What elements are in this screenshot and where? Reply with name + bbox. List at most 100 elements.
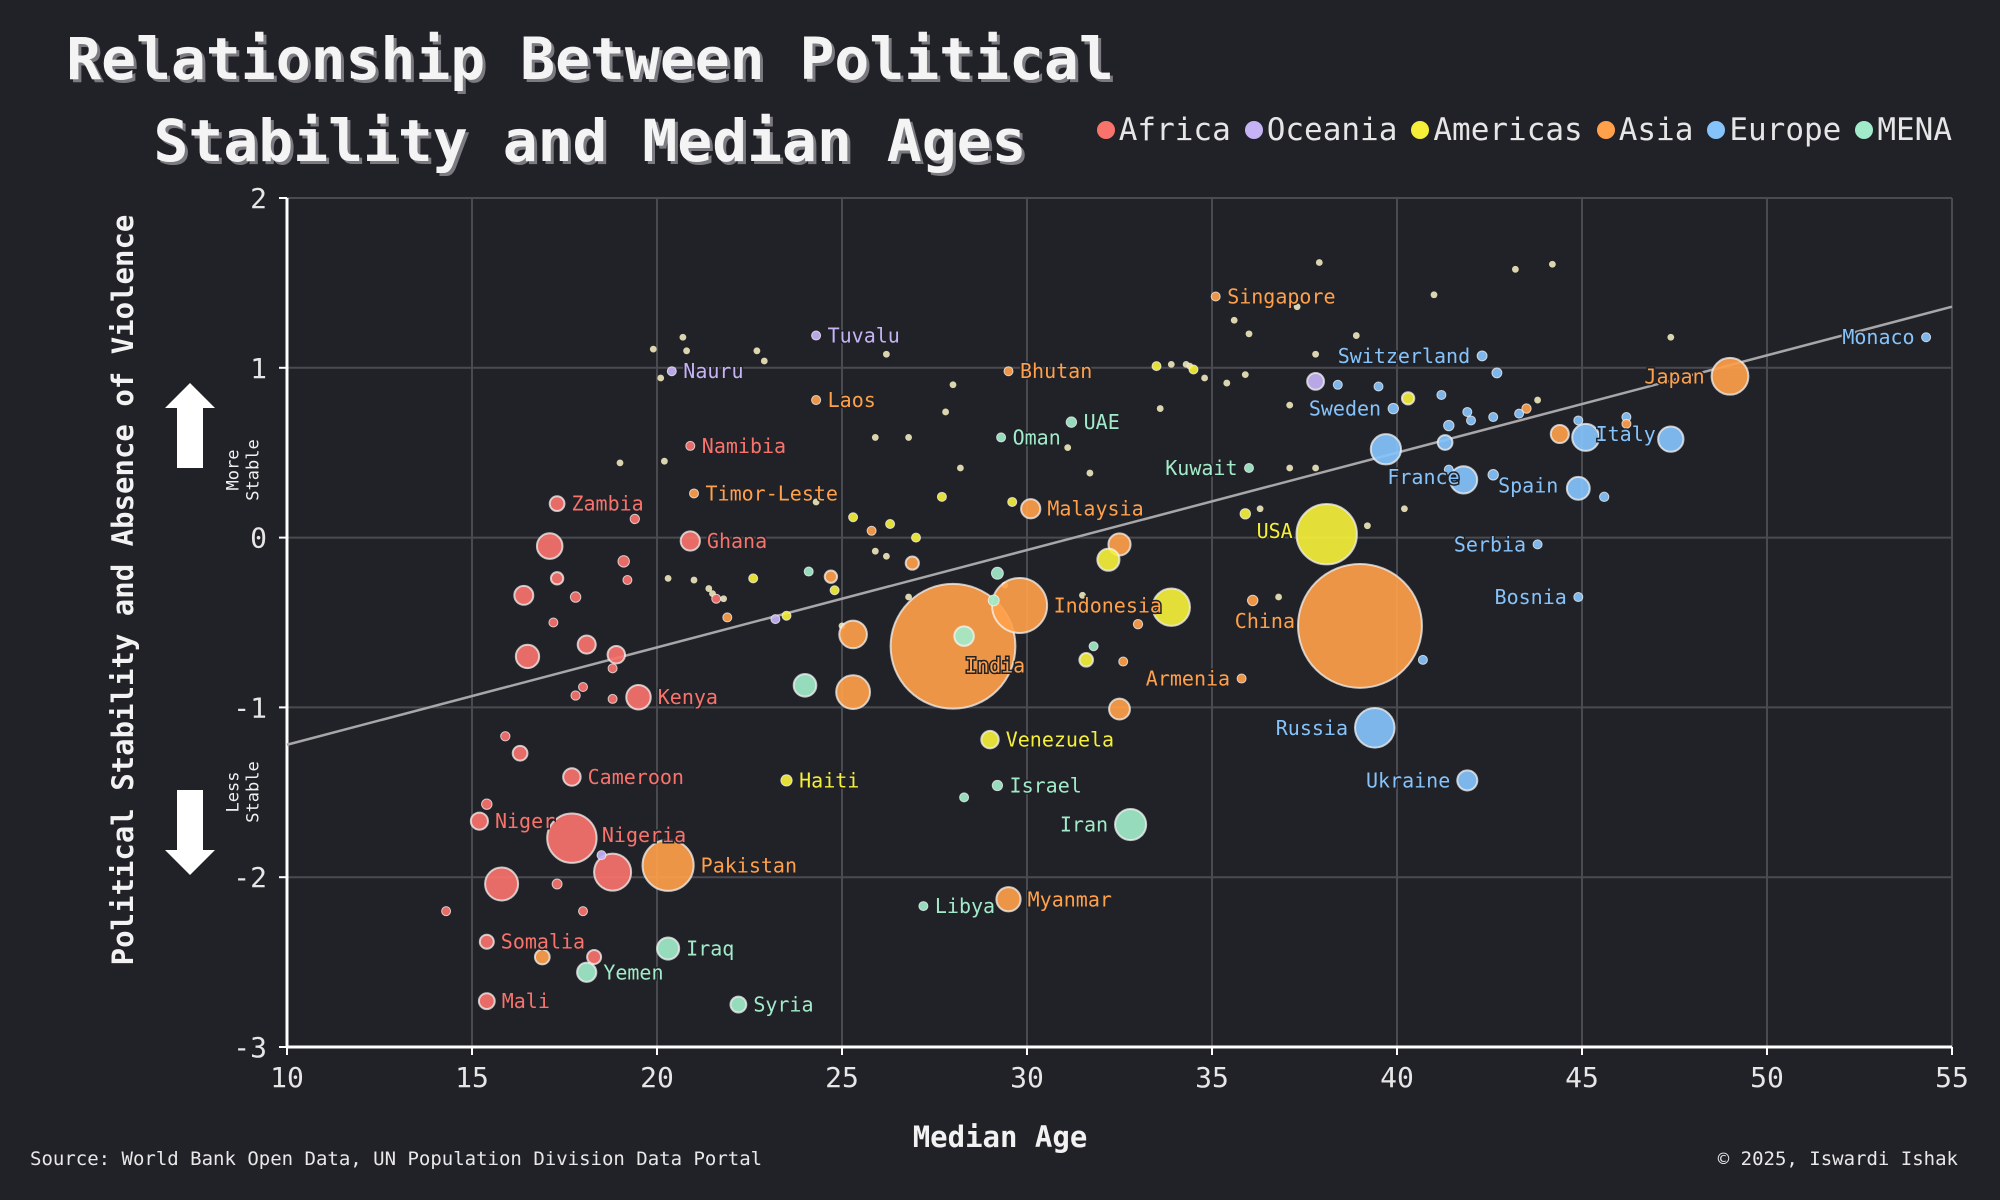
bubble-singapore [1210,291,1221,302]
bubble-africa [570,690,581,701]
small-country-dot [1079,591,1086,599]
bubble-africa [711,593,722,604]
less-stable-annotation: Less Stable [224,761,264,822]
bubble-yemen [576,961,598,983]
bubble-asia [1549,423,1570,445]
small-country-dot [1401,505,1408,513]
bubble-haiti [780,774,793,787]
bubble-uae [1065,416,1078,428]
bubble-asia [533,948,551,966]
country-label-ukraine: Ukraine [1366,768,1450,792]
small-country-dot [1182,361,1190,368]
bubble-asia [1118,656,1129,667]
bubble-asia [866,525,877,536]
chart-legend: Africa Oceania Americas Asia Europe MENA [1096,112,1952,148]
country-label-indonesia: Indonesia [1054,594,1162,618]
bubble-asia [1132,619,1144,630]
bubble-timor-leste [689,488,699,499]
bubble-iraq [656,936,681,961]
bubble-europe [1332,379,1343,390]
bubble-myanmar [995,886,1022,913]
source-note: Source: World Bank Open Data, UN Populat… [30,1148,763,1170]
bubble-europe [1466,415,1476,426]
x-tick-label: 10 [270,1061,304,1094]
bubble-india [889,582,1017,710]
small-country-dot [1156,405,1164,412]
bubble-africa [514,643,541,670]
more-stable-line-2: Stable [243,439,264,501]
bubble-syria [729,995,748,1014]
small-country-dot [1256,505,1264,513]
bubble-africa [484,866,520,902]
small-country-dot [1549,260,1556,268]
x-tick-label: 35 [1195,1061,1229,1094]
country-label-india: India [965,653,1025,677]
bubble-tuvalu [811,330,822,341]
legend-label-americas: Americas [1433,112,1583,148]
bubble-americas [1188,364,1199,375]
x-tick-label: 30 [1010,1061,1044,1094]
bubble-africa [481,798,493,810]
legend-item-oceania: Oceania [1244,112,1397,148]
small-country-dot [1064,444,1072,452]
bubble-africa [441,906,452,917]
small-country-dot [871,434,879,441]
bubble-africa [576,634,597,655]
bubble-africa [629,513,640,525]
small-country-dot [883,552,890,560]
bubble-mena [990,566,1004,580]
country-label-syria: Syria [753,993,813,1017]
bubble-africa [607,693,618,704]
country-label-iran: Iran [1060,813,1108,837]
x-tick-label: 55 [1935,1061,1969,1094]
bubble-italy [1657,425,1685,453]
small-country-dot [753,347,761,355]
bubble-bosnia [1573,592,1584,603]
bubble-zambia [548,495,566,513]
small-country-dot [705,585,713,592]
legend-item-americas: Americas [1411,112,1583,148]
bubble-americas [936,491,947,502]
country-label-zambia: Zambia [571,492,643,516]
bubble-americas [1400,391,1416,406]
small-country-dot [657,374,665,382]
small-country-dot [905,593,912,601]
country-label-israel: Israel [1010,774,1082,798]
bubble-spain [1565,475,1591,501]
bubble-europe [1436,434,1454,451]
bubble-asia [1108,697,1131,721]
small-country-dot [942,408,949,416]
small-country-dot [1352,332,1360,339]
country-label-bosnia: Bosnia [1495,585,1567,609]
bubble-mali [477,992,496,1011]
small-country-dot [1230,316,1238,324]
small-country-dot [1312,464,1319,472]
bubble-china [1297,562,1423,689]
bubble-americas [1078,652,1095,668]
x-tick-label: 15 [455,1061,489,1094]
bubble-mena [792,673,818,698]
bubble-oman [996,432,1007,443]
y-tick-label: -2 [233,861,267,894]
country-label-spain: Spain [1498,473,1558,497]
small-country-dot [949,381,957,389]
country-label-russia: Russia [1276,716,1348,740]
bubble-europe [1571,422,1601,452]
less-stable-line-2: Stable [243,761,264,823]
x-tick-label: 25 [825,1061,859,1094]
x-tick-label: 40 [1380,1061,1414,1094]
more-stable-annotation: More Stable [224,439,264,500]
country-label-oman: Oman [1013,425,1061,449]
bubble-serbia [1532,539,1543,550]
country-label-nigeria: Nigeria [602,823,686,847]
copyright-note: © 2025, Iswardi Ishak [1717,1148,1958,1170]
trend-line [286,305,1953,746]
bubble-japan [1710,356,1750,396]
bubble-cameroon [562,767,582,787]
bubble-libya [918,901,929,912]
bubble-namibia [685,440,696,451]
bubble-americas [1151,587,1191,627]
bubble-africa [511,744,529,762]
country-label-china: China [1235,609,1295,633]
country-label-libya: Libya [935,894,995,918]
